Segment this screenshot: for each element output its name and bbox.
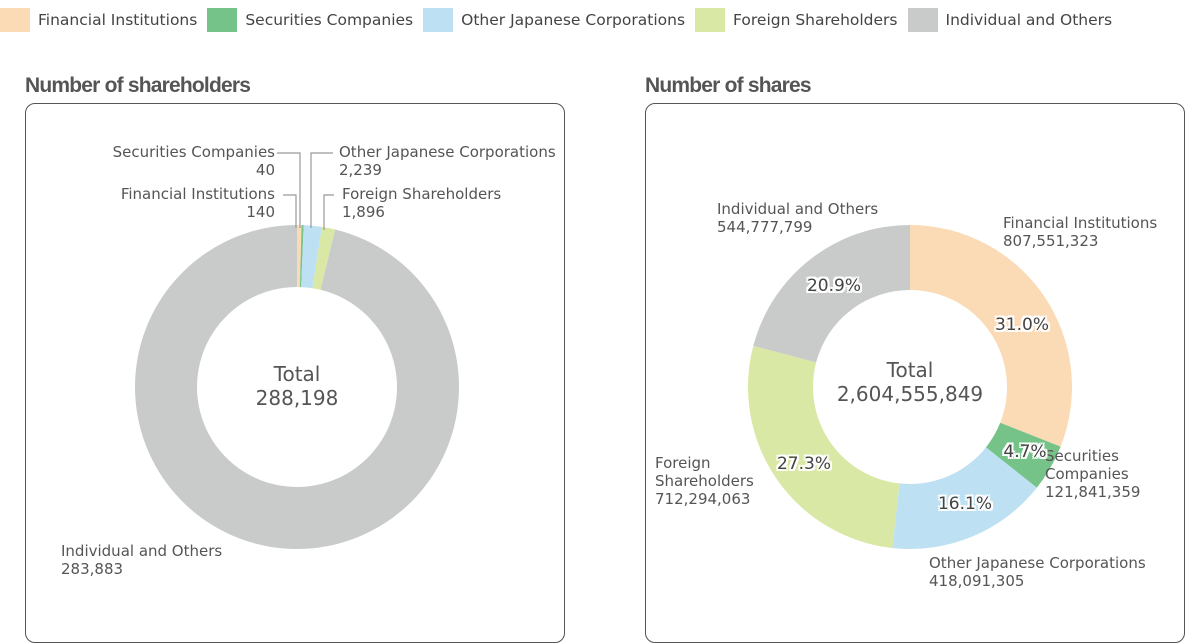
- donut-segment: [753, 225, 910, 363]
- pct-securities: 4.7%: [1003, 442, 1047, 462]
- legend-label: Foreign Shareholders: [733, 11, 898, 29]
- label-other-japanese: Other Japanese Corporations 2,239: [339, 143, 556, 179]
- label-other-japanese: Other Japanese Corporations 418,091,305: [929, 554, 1146, 590]
- legend-item-financial: Financial Institutions: [0, 8, 197, 32]
- legend-swatch: [907, 8, 938, 32]
- donut-segment: [297, 225, 302, 288]
- donut-segment: [747, 345, 900, 549]
- legend-label: Securities Companies: [245, 11, 414, 29]
- shares-total: Total 2,604,555,849: [836, 358, 984, 406]
- label-foreign: Foreign Shareholders 712,294,063: [655, 454, 754, 508]
- label-securities-companies: Securities Companies 121,841,359: [1045, 447, 1141, 501]
- label-individual: Individual and Others 283,883: [61, 542, 223, 578]
- pct-foreign: 27.3%: [776, 454, 832, 474]
- donut-segment: [301, 225, 322, 289]
- shareholders-panel: [25, 103, 565, 643]
- leader-line: [323, 194, 334, 230]
- chart-legend: Financial Institutions Securities Compan…: [0, 8, 1122, 32]
- pct-other-japanese: 16.1%: [937, 494, 993, 514]
- donut-segment: [135, 225, 460, 549]
- label-individual: Individual and Others 544,777,799: [717, 200, 879, 236]
- legend-label: Individual and Others: [945, 11, 1113, 29]
- legend-item-securities: Securities Companies: [207, 8, 413, 32]
- legend-label: Financial Institutions: [38, 11, 198, 29]
- legend-item-other-japanese: Other Japanese Corporations: [423, 8, 685, 32]
- pct-financial: 31.0%: [994, 315, 1050, 335]
- leader-line: [277, 152, 301, 228]
- legend-swatch: [0, 8, 30, 32]
- legend-item-foreign: Foreign Shareholders: [695, 8, 898, 32]
- label-financial-institutions: Financial Institutions 140: [120, 185, 275, 221]
- donut-segment: [985, 422, 1061, 488]
- label-securities-companies: Securities Companies 40: [112, 143, 275, 179]
- legend-item-individual: Individual and Others: [907, 8, 1113, 32]
- label-foreign: Foreign Shareholders 1,896: [342, 185, 502, 221]
- leader-line: [283, 194, 297, 228]
- legend-label: Other Japanese Corporations: [461, 11, 686, 29]
- shareholders-total: Total 288,198: [255, 362, 339, 410]
- legend-swatch: [695, 8, 726, 32]
- donut-segment: [892, 447, 1037, 550]
- shares-panel: [645, 103, 1185, 643]
- leader-line: [310, 152, 333, 228]
- legend-swatch: [207, 8, 238, 32]
- donut-segment: [910, 225, 1072, 447]
- pct-individual: 20.9%: [806, 276, 862, 296]
- shareholders-chart-title: Number of shareholders: [25, 74, 251, 97]
- donut-segment: [299, 225, 304, 288]
- donut-segment: [312, 226, 336, 290]
- shares-chart-title: Number of shares: [645, 74, 812, 97]
- legend-swatch: [423, 8, 454, 32]
- label-financial-institutions: Financial Institutions 807,551,323: [1003, 214, 1158, 250]
